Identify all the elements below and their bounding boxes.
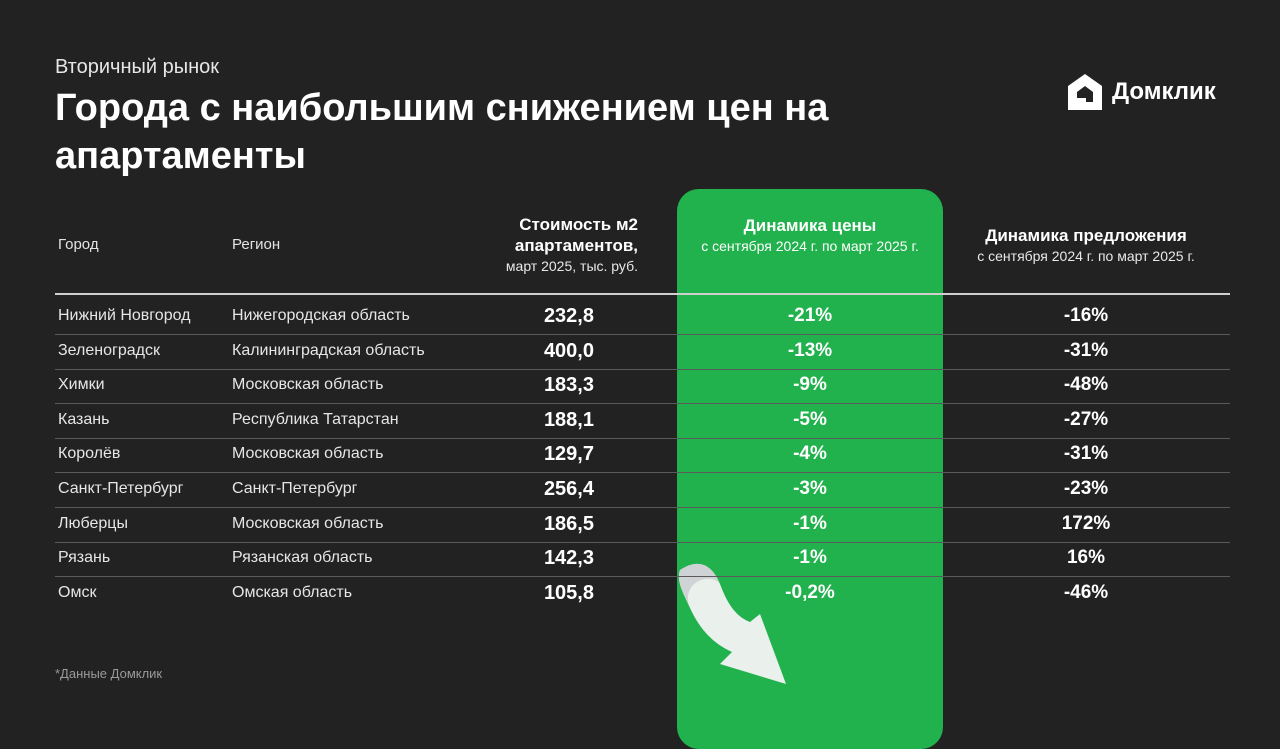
- city-cell: Химки: [58, 376, 105, 393]
- supply-change-cell: -31%: [1063, 340, 1109, 361]
- header-divider: [55, 293, 1230, 295]
- region-cell: Московская область: [232, 445, 384, 462]
- price-change-cell: -0,2%: [785, 582, 835, 603]
- row-divider: [55, 438, 1230, 439]
- table-row: Казань Республика Татарстан 188,1 -5% -27%: [0, 403, 1280, 437]
- city-cell: Рязань: [58, 549, 111, 566]
- price-header-title: Стоимость м2 апартаментов,: [514, 215, 638, 255]
- city-cell: Санкт-Петербург: [58, 480, 184, 497]
- region-cell: Омская область: [232, 584, 353, 601]
- supply-change-cell: -23%: [1063, 478, 1109, 499]
- price-cell: 188,1: [543, 409, 594, 431]
- column-header-price-change: Динамика цены с сентября 2024 г. по март…: [690, 216, 930, 256]
- table-row: Химки Московская область 183,3 -9% -48%: [0, 368, 1280, 402]
- table-row: Зеленоградск Калининградская область 400,0…: [0, 334, 1280, 368]
- region-cell: Московская область: [232, 376, 384, 393]
- row-divider: [55, 542, 1230, 543]
- price-cell: 129,7: [543, 443, 594, 465]
- city-cell: Омск: [58, 584, 97, 601]
- row-divider: [55, 472, 1230, 473]
- footnote: *Данные Домклик: [55, 666, 163, 681]
- section-subtitle: Вторичный рынок: [55, 56, 220, 78]
- region-cell: Московская область: [232, 515, 384, 532]
- price-change-cell: -5%: [793, 409, 827, 430]
- row-divider: [55, 403, 1230, 404]
- region-cell: Рязанская область: [232, 549, 373, 566]
- city-cell: Люберцы: [58, 515, 128, 532]
- region-cell: Калининградская область: [232, 342, 425, 359]
- city-cell: Зеленоградск: [58, 342, 160, 359]
- supply-change-cell: -16%: [1063, 305, 1109, 326]
- price-change-cell: -21%: [787, 305, 833, 326]
- table-row: Рязань Рязанская область 142,3 -1% 16%: [0, 541, 1280, 575]
- supply-change-cell: 172%: [1061, 513, 1111, 534]
- supply-change-header-subtitle: с сентября 2024 г. по март 2025 г.: [977, 248, 1195, 264]
- supply-change-header-title: Динамика предложения: [985, 226, 1187, 245]
- price-change-cell: -13%: [787, 340, 833, 361]
- supply-change-cell: 16%: [1066, 547, 1106, 568]
- price-change-cell: -9%: [793, 374, 827, 395]
- supply-change-cell: -46%: [1063, 582, 1109, 603]
- price-cell: 256,4: [543, 478, 594, 500]
- table-row: Омск Омская область 105,8 -0,2% -46%: [0, 576, 1280, 610]
- price-change-cell: -3%: [793, 478, 827, 499]
- domclick-house-icon: [1068, 74, 1102, 110]
- price-cell: 232,8: [543, 305, 594, 327]
- table-row: Санкт-Петербург Санкт-Петербург 256,4 -3% -2…: [0, 472, 1280, 506]
- column-header-city: Город: [58, 236, 99, 253]
- supply-change-cell: -31%: [1063, 443, 1109, 464]
- price-change-header-title: Динамика цены: [743, 216, 877, 235]
- table-row: Люберцы Московская область 186,5 -1% 172%: [0, 507, 1280, 541]
- column-header-region: Регион: [232, 236, 281, 253]
- supply-change-cell: -27%: [1063, 409, 1109, 430]
- region-cell: Нижегородская область: [232, 307, 410, 324]
- row-divider: [55, 334, 1230, 335]
- domclick-logo: Домклик: [1066, 72, 1216, 112]
- price-change-highlight: [677, 189, 943, 749]
- column-header-price: Стоимость м2 апартаментов, март 2025, ты…: [470, 214, 638, 277]
- row-divider: [55, 576, 1230, 577]
- city-cell: Нижний Новгород: [58, 307, 191, 324]
- price-change-header-subtitle: с сентября 2024 г. по март 2025 г.: [701, 238, 919, 254]
- down-arrow-icon: [678, 563, 786, 684]
- price-cell: 400,0: [543, 340, 594, 362]
- row-divider: [55, 507, 1230, 508]
- table-row: Нижний Новгород Нижегородская область 232,…: [0, 299, 1280, 333]
- price-cell: 142,3: [543, 547, 594, 569]
- price-change-cell: -1%: [793, 547, 827, 568]
- table-row: Королёв Московская область 129,7 -4% -31%: [0, 437, 1280, 471]
- supply-change-cell: -48%: [1063, 374, 1109, 395]
- price-change-cell: -1%: [793, 513, 827, 534]
- city-cell: Королёв: [58, 445, 121, 462]
- price-cell: 183,3: [543, 374, 594, 396]
- price-cell: 105,8: [543, 582, 594, 604]
- row-divider: [55, 369, 1230, 370]
- page-title: Города с наибольшим снижением цен на апа…: [55, 87, 829, 177]
- price-change-cell: -4%: [793, 443, 827, 464]
- region-cell: Республика Татарстан: [232, 411, 399, 428]
- city-cell: Казань: [58, 411, 110, 428]
- region-cell: Санкт-Петербург: [232, 480, 358, 497]
- price-header-subtitle: март 2025, тыс. руб.: [505, 258, 638, 274]
- column-header-supply-change: Динамика предложения с сентября 2024 г. …: [946, 226, 1226, 266]
- price-cell: 186,5: [543, 513, 594, 535]
- logo-text: Домклик: [1112, 78, 1216, 105]
